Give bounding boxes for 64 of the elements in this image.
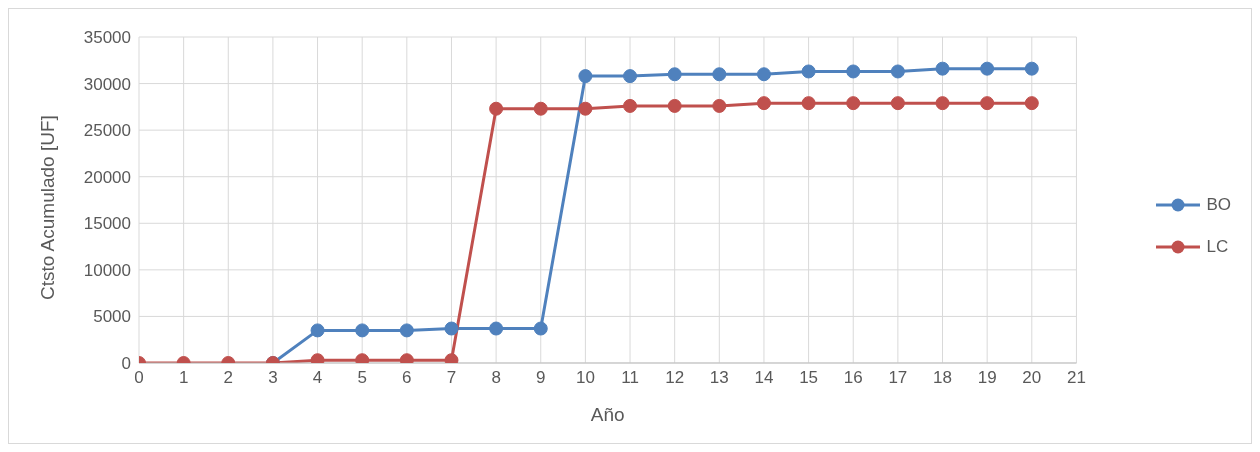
x-tick-label: 5 bbox=[357, 368, 367, 388]
x-tick-label: 0 bbox=[134, 368, 144, 388]
y-tick-label: 20000 bbox=[83, 167, 131, 187]
y-tick-label: 25000 bbox=[83, 121, 131, 141]
point bbox=[890, 64, 905, 79]
point bbox=[623, 98, 638, 113]
x-tick-label: 7 bbox=[446, 368, 457, 388]
x-tick-label: 8 bbox=[491, 368, 501, 388]
x-tick-label: 4 bbox=[312, 368, 323, 388]
y-tick-label: 30000 bbox=[83, 74, 131, 94]
x-tick-label: 2 bbox=[223, 368, 234, 388]
point bbox=[355, 323, 370, 338]
point bbox=[667, 98, 682, 113]
point bbox=[935, 96, 950, 111]
point bbox=[801, 96, 816, 111]
point bbox=[533, 321, 548, 336]
x-tick-label: 20 bbox=[1022, 368, 1042, 388]
y-tick-label: 0 bbox=[121, 354, 131, 374]
x-tick-label: 17 bbox=[888, 368, 908, 388]
x-tick-label: 1 bbox=[178, 368, 189, 388]
y-tick-label: 10000 bbox=[83, 260, 131, 280]
legend-label: LC bbox=[1206, 236, 1229, 258]
point bbox=[1024, 61, 1039, 76]
x-tick-label: 19 bbox=[977, 368, 997, 388]
x-tick-label: 14 bbox=[754, 368, 774, 388]
point bbox=[533, 101, 548, 116]
x-tick-label: 6 bbox=[402, 368, 412, 388]
point bbox=[756, 96, 771, 111]
point bbox=[712, 67, 727, 82]
point bbox=[890, 96, 905, 111]
point bbox=[444, 321, 459, 336]
y-axis-title: Ctsto Acumulado [UF] bbox=[36, 115, 58, 300]
point bbox=[623, 69, 638, 84]
point bbox=[756, 67, 771, 82]
point bbox=[846, 64, 861, 79]
x-tick-label: 10 bbox=[575, 368, 595, 388]
x-tick-label: 12 bbox=[665, 368, 685, 388]
x-tick-label: 13 bbox=[709, 368, 729, 388]
point bbox=[489, 321, 504, 336]
x-tick-label: 15 bbox=[799, 368, 819, 388]
point bbox=[846, 96, 861, 111]
point bbox=[980, 96, 995, 111]
x-axis-title: Año bbox=[590, 404, 625, 425]
legend-label: BO bbox=[1206, 194, 1231, 216]
point bbox=[712, 98, 727, 113]
x-tick-label: 16 bbox=[843, 368, 863, 388]
point bbox=[310, 323, 325, 338]
x-tick-label: 3 bbox=[268, 368, 278, 388]
x-tick-label: 9 bbox=[536, 368, 546, 388]
point bbox=[1024, 96, 1039, 111]
x-tick-label: 11 bbox=[621, 368, 639, 388]
point bbox=[399, 323, 414, 338]
point bbox=[801, 64, 816, 79]
point bbox=[935, 61, 950, 76]
point bbox=[489, 101, 504, 116]
y-tick-label: 35000 bbox=[83, 28, 131, 48]
x-tick-label: 21 bbox=[1066, 368, 1086, 388]
x-tick-label: 18 bbox=[933, 368, 952, 388]
point bbox=[578, 69, 593, 84]
y-tick-label: 5000 bbox=[93, 307, 131, 327]
point bbox=[578, 101, 593, 116]
point bbox=[667, 67, 682, 82]
point bbox=[980, 61, 995, 76]
y-tick-label: 15000 bbox=[83, 214, 131, 234]
